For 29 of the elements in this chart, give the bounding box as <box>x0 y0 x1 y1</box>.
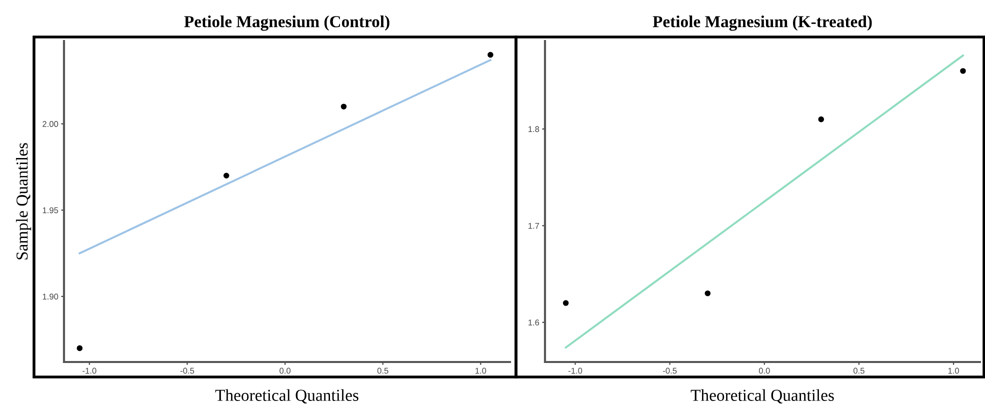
x-tick-label: -1.0 <box>568 368 582 374</box>
point <box>223 172 230 179</box>
y-tick-label: 1.8 <box>528 126 540 132</box>
point <box>340 104 347 110</box>
point <box>818 116 824 122</box>
x-tick-label: -0.5 <box>180 368 194 374</box>
chart-title: Petiole Magnesium (Control) <box>184 16 390 31</box>
y-axis-title: Sample Quantiles <box>16 143 32 260</box>
x-axis-title: Theoretical Quantiles <box>690 389 834 404</box>
point <box>960 68 966 74</box>
x-tick-label: 1.0 <box>948 368 959 374</box>
x-tick-label: 0.0 <box>280 368 291 374</box>
point <box>704 290 711 296</box>
x-tick-label: 0.5 <box>377 368 388 374</box>
x-tick-label: -1.0 <box>82 368 96 374</box>
y-tick-label: 1.95 <box>42 207 58 214</box>
y-tick-label: 1.6 <box>528 320 540 326</box>
x-tick-label: 0.5 <box>853 368 864 374</box>
point <box>488 52 494 58</box>
y-tick-label: 2.00 <box>42 121 58 127</box>
point <box>76 345 83 352</box>
x-tick-label: -0.5 <box>663 368 677 374</box>
x-axis-title: Theoretical Quantiles <box>215 389 358 404</box>
y-tick-label: 1.90 <box>42 294 58 300</box>
y-tick-label: 1.7 <box>528 222 540 229</box>
point <box>562 300 569 306</box>
chart-title: Petiole Magnesium (K-treated) <box>652 16 872 31</box>
x-tick-label: 1.0 <box>476 368 486 374</box>
x-tick-label: 0.0 <box>758 368 770 374</box>
